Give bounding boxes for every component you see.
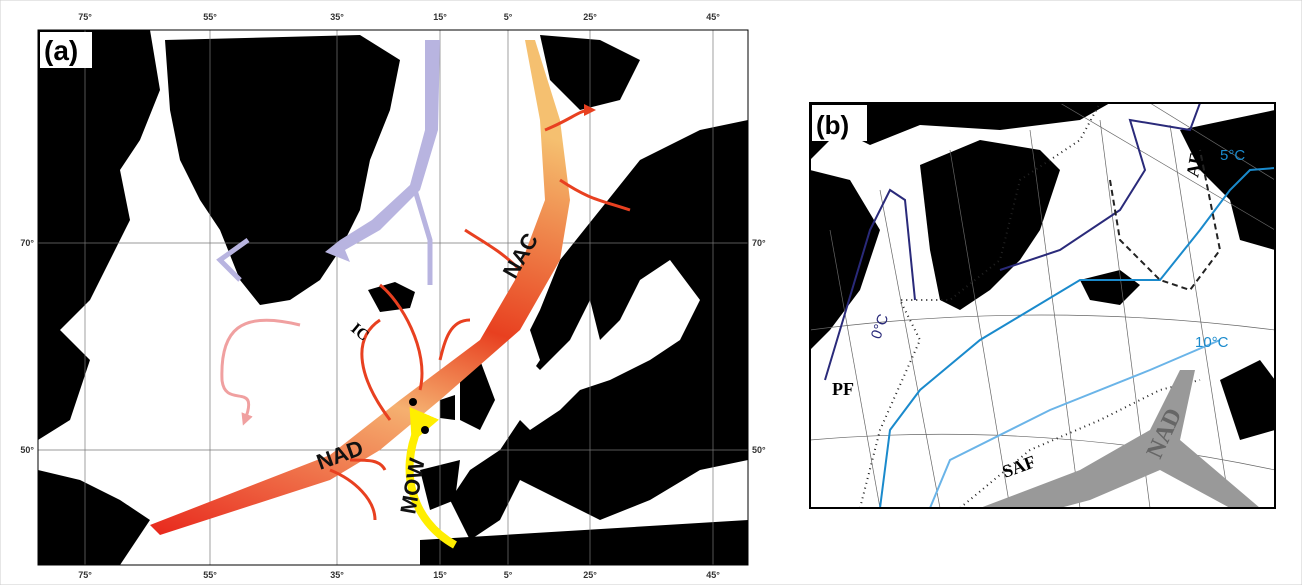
- nad-band: [980, 370, 1260, 508]
- cold-current: [216, 189, 433, 285]
- lon-label: 75°: [78, 12, 92, 22]
- lon-label: 55°: [203, 570, 217, 580]
- af-label: AF: [1182, 152, 1206, 179]
- site: [421, 426, 429, 434]
- lon-label: 25°: [583, 12, 597, 22]
- mow-current: [405, 406, 458, 549]
- canada: [38, 30, 160, 440]
- arctic-land: [810, 103, 1110, 160]
- greenland: [165, 35, 400, 305]
- isotherm-0: [999, 103, 1201, 271]
- lon-label: 55°: [203, 12, 217, 22]
- lon-label: 45°: [706, 12, 720, 22]
- greenland: [920, 140, 1060, 310]
- subarctic-front: [959, 379, 1201, 508]
- panel-a-map: NAC NAD MOW IC (a): [38, 30, 748, 565]
- lon-label: 35°: [330, 570, 344, 580]
- lon-label: 35°: [330, 12, 344, 22]
- panel-label: (a): [44, 35, 78, 66]
- lat-label: 50°: [20, 445, 34, 455]
- lon-label: 45°: [706, 570, 720, 580]
- north-america: [38, 470, 150, 565]
- isotherm-10: [929, 339, 1221, 508]
- axis-labels: 75° 75° 55° 55° 35° 35° 15° 15° 5° 5° 25° 25° 45° 45°…: [20, 12, 766, 580]
- arctic-front: [1109, 149, 1222, 292]
- lon-label: 5°: [504, 570, 513, 580]
- lon-label: 15°: [433, 570, 447, 580]
- panel-label: (b): [816, 110, 849, 140]
- lat-label: 50°: [752, 445, 766, 455]
- british-isles: [440, 360, 495, 430]
- baltic: [520, 300, 540, 390]
- lon-label: 25°: [583, 570, 597, 580]
- canada: [810, 170, 880, 350]
- iceland: [1080, 270, 1140, 305]
- east-greenland-current: [325, 40, 440, 262]
- isotherm-0: [824, 188, 916, 381]
- lon-label: 5°: [504, 12, 513, 22]
- isotherm-label: 10°C: [1195, 334, 1229, 351]
- africa: [420, 520, 748, 565]
- nac-nad: [150, 40, 570, 535]
- isotherm-5: [879, 167, 1275, 508]
- europe: [450, 120, 748, 540]
- panel-a-border: [37, 29, 749, 566]
- branch-currents: [329, 110, 631, 521]
- panel-b-map: PF SAF AF NAD 0°C 5°C 10°C (b): [810, 103, 1275, 508]
- labrador-loop: [220, 318, 301, 426]
- scandinavia: [1180, 110, 1275, 250]
- lon-label: 75°: [78, 570, 92, 580]
- lat-label: 70°: [752, 238, 766, 248]
- lon-label: 15°: [433, 12, 447, 22]
- british-isles: [1220, 360, 1275, 440]
- site: [409, 398, 417, 406]
- panel-b-border: [809, 102, 1276, 509]
- lat-label: 70°: [20, 238, 34, 248]
- pf-label: PF: [832, 379, 854, 399]
- isotherm-label: 5°C: [1220, 147, 1245, 164]
